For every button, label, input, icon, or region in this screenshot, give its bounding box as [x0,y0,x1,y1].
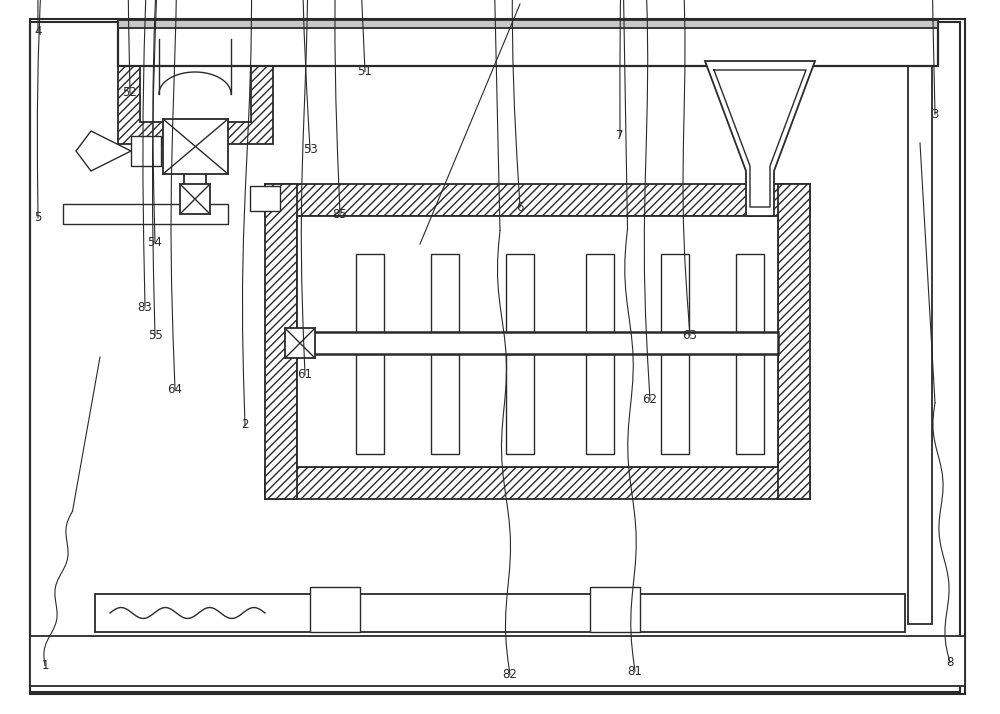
Text: 62: 62 [642,393,658,406]
Text: 2: 2 [241,418,249,431]
Bar [778,184,810,499]
Bar [95,594,905,632]
Bar [265,184,810,216]
Bar [265,467,810,499]
Text: 82: 82 [503,668,517,681]
Text: 83: 83 [138,301,152,313]
Bar [586,354,614,454]
Text: 53: 53 [303,144,317,156]
Bar [310,587,360,632]
Bar [166,144,224,166]
Bar [297,216,778,467]
Text: 7: 7 [616,129,624,142]
Bar [118,20,938,28]
Text: 52: 52 [123,86,137,99]
Bar [180,184,210,214]
Bar [63,204,228,224]
Bar [506,254,534,332]
Text: 8: 8 [946,656,954,669]
Bar [118,24,938,66]
Text: 64: 64 [168,383,183,396]
Bar [590,587,640,632]
Bar [356,254,384,332]
Text: 1: 1 [41,659,49,672]
Text: 61: 61 [298,368,313,381]
Text: 6: 6 [516,201,524,213]
Bar [131,136,161,166]
Bar [250,186,280,211]
Bar [736,354,764,454]
Bar [297,332,778,354]
Polygon shape [705,61,815,216]
Text: 51: 51 [358,65,372,78]
Bar [163,119,228,174]
Bar [736,254,764,332]
Bar [356,354,384,454]
Text: 55: 55 [148,329,162,342]
Text: 85: 85 [333,208,347,221]
Text: 63: 63 [683,329,697,342]
Bar [30,636,965,686]
Bar [118,34,273,144]
Bar [661,354,689,454]
Bar [586,254,614,332]
Bar [120,29,935,64]
Bar [265,184,297,499]
Text: 81: 81 [628,665,642,678]
Bar [908,29,932,624]
Bar [140,34,251,122]
Text: 5: 5 [34,211,42,224]
Text: 3: 3 [931,108,939,121]
Text: 4: 4 [34,25,42,38]
Bar [431,254,459,332]
Bar [661,254,689,332]
Polygon shape [76,131,131,171]
Bar [506,354,534,454]
Bar [120,22,935,32]
Text: 54: 54 [148,236,162,249]
Bar [431,354,459,454]
Bar [285,328,315,358]
